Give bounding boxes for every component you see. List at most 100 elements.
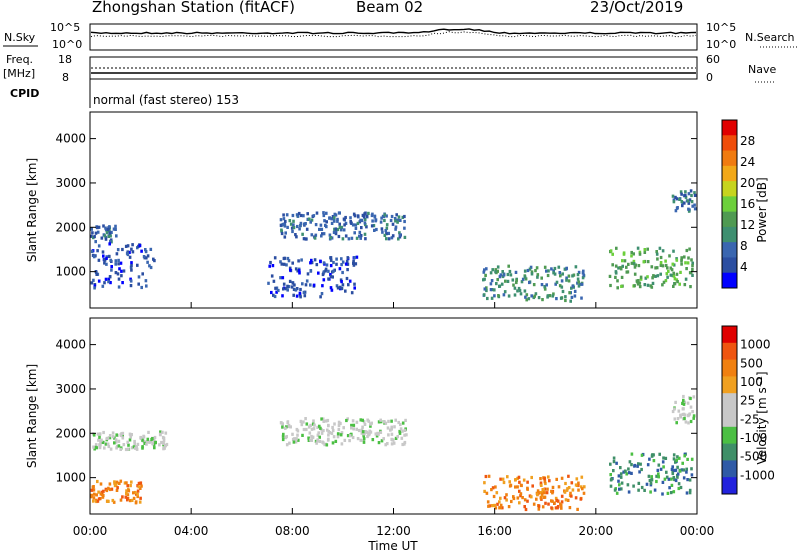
range-gate-cell	[332, 269, 335, 273]
range-gate-cell	[571, 274, 574, 278]
range-gate-cell	[545, 491, 549, 495]
range-gate-cell	[153, 259, 156, 263]
range-gate-cell	[622, 470, 625, 474]
range-gate-cell	[95, 272, 98, 276]
range-gate-cell	[630, 463, 633, 467]
range-gate-cell	[667, 477, 671, 481]
range-gate-cell	[137, 244, 140, 248]
range-gate-cell	[282, 256, 286, 261]
range-gate-cell	[130, 498, 134, 502]
range-gate-cell	[674, 195, 677, 199]
range-gate-cell	[581, 276, 585, 280]
range-gate-cell	[635, 279, 639, 283]
range-gate-cell	[573, 289, 577, 293]
range-gate-cell	[609, 462, 612, 466]
range-gate-cell	[564, 481, 567, 486]
range-gate-cell	[621, 264, 624, 268]
range-gate-cell	[570, 494, 573, 498]
range-gate-cell	[336, 217, 339, 221]
range-gate-cell	[688, 271, 692, 275]
range-gate-cell	[322, 278, 326, 282]
range-gate-cell	[295, 437, 298, 441]
range-gate-cell	[337, 423, 341, 428]
range-gate-cell	[494, 485, 497, 489]
range-gate-cell	[548, 479, 551, 483]
range-gate-cell	[340, 286, 344, 291]
range-gate-cell	[581, 487, 584, 491]
range-gate-cell	[93, 235, 96, 239]
range-gate-cell	[673, 277, 677, 281]
range-gate-cell	[626, 270, 630, 274]
range-gate-cell	[109, 258, 112, 262]
range-gate-cell	[494, 270, 497, 274]
range-gate-cell	[658, 246, 662, 250]
range-gate-cell	[690, 200, 694, 204]
range-gate-cell	[666, 266, 669, 270]
range-gate-cell	[331, 425, 334, 430]
range-gate-cell	[133, 441, 136, 445]
range-gate-cell	[493, 288, 496, 292]
range-gate-cell	[580, 485, 583, 489]
range-gate-cell	[577, 488, 580, 492]
range-gate-cell	[690, 473, 694, 477]
range-gate-cell	[507, 264, 510, 268]
range-gate-cell	[639, 462, 642, 466]
range-gate-cell	[632, 259, 636, 263]
range-gate-cell	[550, 267, 553, 271]
range-gate-cell	[106, 442, 110, 446]
range-gate-cell	[114, 271, 118, 275]
range-gate-cell	[305, 422, 309, 426]
range-gate-cell	[285, 443, 289, 447]
range-gate-cell	[330, 217, 333, 221]
range-gate-cell	[134, 490, 137, 495]
noise-tick-top-left: 10^5	[50, 21, 80, 34]
range-gate-cell	[489, 271, 493, 275]
range-gate-cell	[661, 460, 665, 464]
range-gate-cell	[104, 226, 107, 230]
colorbar-tick-label: 4	[740, 260, 748, 274]
range-gate-cell	[301, 433, 304, 437]
range-gate-cell	[302, 420, 305, 424]
range-gate-cell	[646, 275, 649, 279]
range-gate-cell	[489, 288, 493, 292]
range-gate-cell	[681, 204, 684, 208]
range-gate-cell	[692, 416, 695, 420]
range-gate-cell	[539, 496, 543, 500]
range-gate-cell	[289, 425, 292, 429]
range-gate-cell	[483, 489, 486, 493]
range-gate-cell	[305, 427, 308, 432]
range-gate-cell	[337, 427, 341, 432]
range-gate-cell	[326, 438, 330, 442]
range-gate-cell	[312, 419, 315, 423]
range-gate-cell	[390, 236, 394, 240]
range-gate-cell	[659, 272, 662, 276]
range-gate-cell	[111, 435, 115, 439]
range-gate-cell	[405, 433, 408, 437]
range-gate-cell	[542, 495, 546, 499]
range-gate-cell	[676, 465, 679, 469]
range-gate-cell	[330, 236, 334, 240]
range-gate-cell	[540, 276, 543, 280]
range-gate-cell	[117, 285, 121, 289]
range-gate-cell	[483, 287, 487, 291]
range-gate-cell	[284, 231, 287, 235]
range-gate-cell	[645, 482, 649, 486]
range-gate-cell	[657, 472, 660, 476]
range-gate-cell	[298, 227, 301, 231]
range-gate-cell	[390, 427, 393, 431]
range-gate-cell	[565, 266, 568, 270]
range-gate-cell	[654, 274, 657, 278]
range-gate-cell	[355, 236, 359, 240]
range-gate-cell	[270, 274, 274, 278]
range-gate-cell	[331, 275, 334, 279]
range-gate-cell	[690, 467, 693, 471]
colorbar-swatch	[722, 211, 737, 228]
colorbar-swatch	[722, 135, 737, 152]
range-gate-cell	[295, 427, 299, 432]
range-gate-cell	[151, 442, 154, 446]
range-gate-cell	[160, 440, 163, 445]
range-gate-cell	[548, 294, 552, 298]
range-gate-cell	[343, 438, 347, 442]
range-gate-cell	[132, 445, 136, 449]
range-gate-cell	[382, 437, 385, 441]
